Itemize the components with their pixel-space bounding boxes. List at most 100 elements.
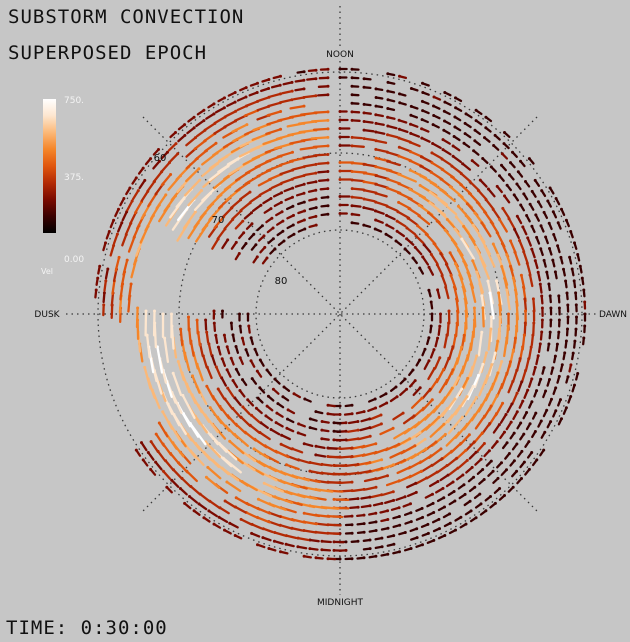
velocity-vector [389,450,406,459]
vector-origin-dot [332,438,336,442]
velocity-vector [480,221,492,238]
vector-origin-dot [454,528,457,532]
vector-origin-dot [449,273,453,277]
velocity-vector [161,410,174,430]
velocity-vector [217,516,229,524]
velocity-vector [279,168,294,176]
vector-origin-dot [276,402,280,406]
vector-origin-dot [208,406,212,410]
vector-origin-dot [302,554,306,558]
vector-origin-dot [136,306,140,310]
velocity-vector [448,466,460,476]
velocity-vector [369,422,383,430]
color-bar-unit-label: Vel [41,267,53,276]
vector-origin-dot [204,475,208,479]
velocity-vector [310,136,330,140]
dusk-label: DUSK [34,310,60,320]
vector-origin-dot [250,531,254,535]
vector-origin-dot [386,159,390,163]
vector-origin-dot [560,207,563,211]
velocity-vector [386,151,400,157]
vector-origin-dot [269,428,273,431]
vector-origin-dot [459,515,463,519]
vector-origin-dot [374,147,378,151]
vector-origin-dot [566,375,570,379]
vector-origin-dot [292,232,296,236]
vector-origin-dot [460,415,464,419]
vector-origin-dot [461,162,465,166]
vector-origin-dot [551,366,555,370]
vector-origin-dot [491,382,495,386]
vector-origin-dot [455,297,458,301]
vector-origin-dot [362,530,366,534]
vector-origin-dot [563,351,567,355]
vector-origin-dot [362,513,366,517]
velocity-vector [420,155,433,164]
velocity-vector [266,110,282,117]
vector-origin-dot [572,279,576,283]
vector-origin-dot [291,195,294,199]
vector-origin-dot [522,250,526,254]
vector-origin-dot [250,222,254,226]
vector-origin-dot [146,451,150,454]
vector-origin-dot [326,144,330,148]
vector-origin-dot [509,161,512,165]
vector-origin-dot [362,102,366,106]
vector-origin-dot [161,312,165,316]
vector-origin-dot [564,279,568,283]
vector-origin-dot [273,531,277,534]
vector-origin-dot [530,224,534,228]
vector-origin-dot [448,185,452,189]
noon-label: NOON [326,50,354,60]
vector-origin-dot [483,136,486,140]
vector-origin-dot [478,178,482,182]
vector-origin-dot [426,522,430,526]
vector-origin-dot [484,126,488,130]
vector-origin-dot [392,534,396,538]
vector-origin-dot [362,162,366,166]
vector-origin-dot [397,127,401,131]
vector-origin-dot [374,218,378,222]
figure-title: SUBSTORM CONVECTION [8,6,245,28]
vector-origin-dot [503,494,506,497]
velocity-vector [513,228,520,240]
vector-origin-dot [214,141,218,145]
velocity-vector [154,460,163,471]
velocity-vector [382,490,395,496]
vector-origin-dot [471,365,475,369]
vector-origin-dot [478,234,482,238]
vector-origin-dot [566,303,570,307]
vector-origin-dot [530,247,534,251]
vector-origin-dot [344,540,348,544]
velocity-vector [205,112,216,120]
velocity-vector [213,215,225,229]
vector-origin-dot [134,176,138,180]
vector-origin-dot [496,371,500,375]
vector-origin-dot [421,255,425,259]
vector-origin-dot [386,72,390,76]
vector-origin-dot [380,458,384,462]
vector-origin-dot [332,463,336,467]
vector-origin-dot [423,347,427,351]
velocity-vector [121,210,128,222]
vector-origin-dot [202,108,206,112]
vector-origin-dot [204,318,208,322]
vector-origin-dot [436,288,440,292]
vector-origin-dot [568,255,572,259]
vector-origin-dot [431,142,435,145]
vector-origin-dot [267,87,271,90]
vector-origin-dot [438,324,442,328]
vector-origin-dot [256,497,260,501]
velocity-vector [265,164,283,172]
vector-origin-dot [565,291,569,295]
vector-origin-dot [229,356,233,360]
vector-origin-dot [525,261,529,265]
velocity-vector [267,101,282,108]
vector-origin-dot [302,191,306,195]
vector-origin-dot [259,203,263,207]
vector-origin-dot [386,115,390,119]
velocity-vector [398,146,413,153]
vector-origin-dot [536,200,540,204]
vector-origin-dot [397,154,401,158]
vector-origin-dot [362,85,366,89]
